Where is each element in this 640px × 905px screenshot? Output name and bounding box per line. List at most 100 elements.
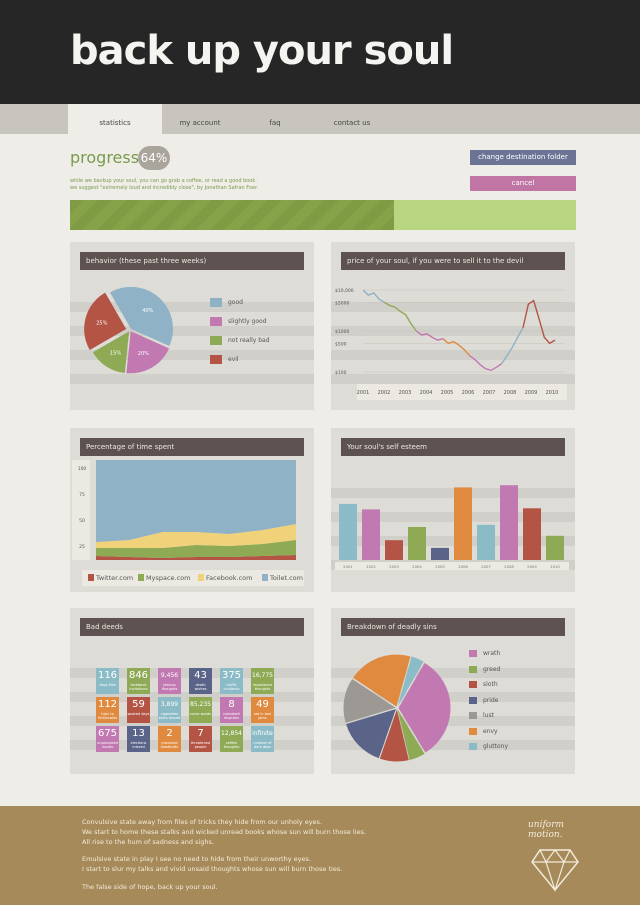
deed-count: 116 <box>96 668 119 683</box>
deed-count: 16,775 <box>251 668 274 683</box>
deed-label: facebook invitations <box>127 683 150 691</box>
sins-legend-label: gluttony <box>483 743 508 750</box>
esteem-bar-2006 <box>454 487 472 560</box>
deed-label: unprovoked insults <box>96 741 119 749</box>
behavior-panel: behavior (these past three weeks) 40% 20%… <box>70 242 314 410</box>
footer-line-3: All rise to the hum of sadness and sighs… <box>82 838 214 846</box>
tab-my-account[interactable]: my account <box>170 104 230 134</box>
site-title: back up your soul <box>70 28 453 74</box>
tab-contact-us[interactable]: contact us <box>326 104 378 134</box>
price-series-segment <box>416 331 443 340</box>
esteem-xtick: 2001 <box>343 564 353 569</box>
deed-label: threatened people <box>189 741 212 749</box>
legend-label: slightly good <box>228 318 267 325</box>
deed-tile: 112 trips to McDonalds <box>96 697 119 723</box>
price-xtick: 2007 <box>483 390 496 396</box>
deed-count: 8 <box>220 697 243 712</box>
cancel-button[interactable]: cancel <box>470 176 576 191</box>
price-series-segment <box>470 356 502 371</box>
uniform-motion-logo: uniform motion. <box>528 820 564 840</box>
deed-label: sat in taxi jams <box>251 712 274 720</box>
price-ytick: $100 <box>335 370 347 376</box>
sins-legend-swatch <box>469 681 477 688</box>
deed-label: provoked headbutts <box>158 741 181 749</box>
diamond-icon <box>530 848 580 892</box>
price-series-segment <box>363 290 384 302</box>
esteem-xtick: 2007 <box>481 564 491 569</box>
footer-line-6: The false side of hope, back up your sou… <box>82 883 218 891</box>
deed-count: 112 <box>96 697 119 712</box>
esteem-xtick: 2009 <box>527 564 537 569</box>
sins-legend-label: greed <box>483 666 500 673</box>
price-xtick: 2006 <box>462 390 475 396</box>
legend-label: good <box>228 299 243 306</box>
deed-tile: 85,235 curse words <box>189 697 212 723</box>
deed-count: 3,899 <box>158 697 181 712</box>
esteem-bar-2007 <box>477 525 495 560</box>
deed-tile: 59 wasted days <box>127 697 150 723</box>
deed-count: 43 <box>189 668 212 683</box>
time-legend-label: Facebook.com <box>206 574 253 582</box>
sins-legend-swatch <box>469 728 477 735</box>
legend-swatch <box>210 298 222 307</box>
progress-bar-fill <box>70 200 394 230</box>
progress-percent-badge: 64% <box>138 146 170 170</box>
price-xtick: 2010 <box>546 390 559 396</box>
esteem-xtick: 2008 <box>504 564 514 569</box>
time-legend-swatch <box>262 574 268 581</box>
esteem-xtick: 2006 <box>458 564 468 569</box>
deed-tile: 13 elections missed <box>127 726 150 752</box>
change-destination-folder-button[interactable]: change destination folder <box>470 150 576 165</box>
behavior-panel-title: behavior (these past three weeks) <box>80 252 304 270</box>
legend-swatch <box>210 336 222 345</box>
deed-count: 2 <box>158 726 181 741</box>
price-ytick: $1000 <box>335 329 349 335</box>
tab-statistics[interactable]: statistics <box>68 104 162 134</box>
price-xtick: 2009 <box>525 390 538 396</box>
price-xtick: 2005 <box>441 390 454 396</box>
legend-label: not really bad <box>228 337 270 344</box>
deed-count: 49 <box>251 697 274 712</box>
sins-legend-label: sloth <box>483 681 498 688</box>
sins-legend-label: wrath <box>483 650 500 657</box>
price-xtick: 2002 <box>378 390 391 396</box>
esteem-xtick: 2010 <box>550 564 560 569</box>
deeds-panel: Bad deeds 116 days free 846 facebook invita… <box>70 608 314 774</box>
deed-label: days free <box>96 683 119 687</box>
deed-count: 9,456 <box>158 668 181 683</box>
deed-label: death wishes <box>189 683 212 691</box>
deed-tile: 7 threatened people <box>189 726 212 752</box>
behavior-slice-label: 40% <box>142 308 153 314</box>
price-ytick: $500 <box>335 341 347 347</box>
deeds-panel-title: Bad deeds <box>80 618 304 636</box>
esteem-bar-2005 <box>431 548 449 560</box>
deed-label: selfish thoughts <box>220 741 243 749</box>
price-series-segment <box>523 301 555 344</box>
time-ytick: 75 <box>79 492 85 498</box>
deed-tile: 3,899 cigarettes butts tossed <box>158 697 181 723</box>
deed-count: 59 <box>127 697 150 712</box>
deed-label: number of dark days <box>251 741 274 749</box>
price-line-chart: $10,000 $5000 $1000 $500 $100 2001 2002 2003 200… <box>333 280 569 406</box>
time-legend-label: Twitter.com <box>95 574 133 582</box>
time-area-chart: 100755025Twitter.com Myspace.com Facebook.… <box>72 456 312 590</box>
time-ytick: 50 <box>79 518 85 524</box>
footer-line-2: We start to home these stalks and wicked… <box>82 828 366 836</box>
deed-label: curse words <box>189 712 212 716</box>
price-ytick: $10,000 <box>335 288 354 294</box>
deed-tile: 49 sat in taxi jams <box>251 697 274 723</box>
tab-faq[interactable]: faq <box>255 104 295 134</box>
deed-count: 85,235 <box>189 697 212 712</box>
footer-line-5: I start to slur my talks and vivid unsai… <box>82 865 342 873</box>
time-legend-label: Myspace.com <box>146 574 190 582</box>
sins-legend-label: pride <box>483 697 498 704</box>
deed-label: provoked disputes <box>220 712 243 720</box>
sins-legend-swatch <box>469 666 477 673</box>
sins-panel: Breakdown of deadly sins wrath greed sloth… <box>331 608 575 774</box>
deed-label: traffic incidents <box>220 683 243 691</box>
esteem-bar-chart: 2001 2002 2003 2004 2005 2006 2007 2008 2009 2010 <box>333 456 573 590</box>
sins-legend-label: envy <box>483 728 498 735</box>
sins-pie-chart <box>337 648 457 764</box>
deed-tile: 375 traffic incidents <box>220 668 243 694</box>
deed-count: 846 <box>127 668 150 683</box>
